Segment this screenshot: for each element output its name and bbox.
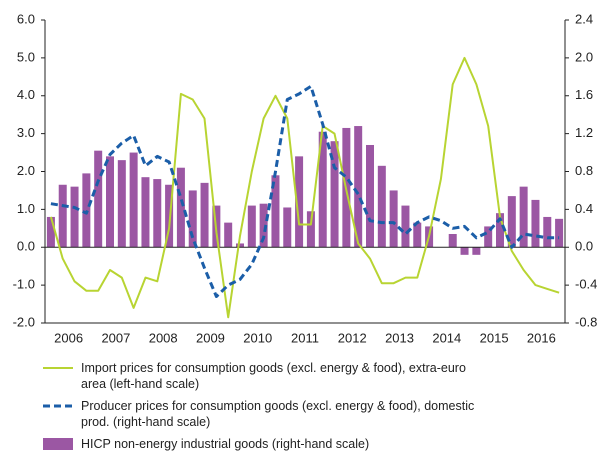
legend-swatch-rect [43, 438, 73, 450]
legend-label: Producer prices for consumption goods (e… [81, 399, 475, 429]
x-tick-label: 2012 [338, 330, 367, 345]
y-tick-label: 3.0 [17, 125, 35, 140]
bar [176, 167, 185, 248]
y-tick-label: 6.0 [17, 11, 35, 26]
y2-tick-label: 0.0 [575, 239, 593, 254]
legend-label: Import prices for consumption goods (exc… [81, 361, 466, 391]
bar [188, 190, 197, 248]
bar [377, 165, 386, 248]
bar [354, 126, 363, 248]
bar [58, 184, 67, 248]
y2-tick-label: 1.2 [575, 125, 593, 140]
legend-item: HICP non-energy industrial goods (right-… [0, 436, 611, 452]
legend-item: Producer prices for consumption goods (e… [0, 398, 611, 430]
y-tick-label: 5.0 [17, 49, 35, 64]
y2-tick-label: 0.4 [575, 201, 593, 216]
bar [519, 186, 528, 248]
bar [531, 199, 540, 248]
y2-tick-label: -0.4 [575, 277, 597, 292]
bar [460, 247, 469, 255]
bar [283, 207, 292, 248]
x-tick-label: 2006 [54, 330, 83, 345]
y2-tick-label: 2.0 [575, 49, 593, 64]
bar [555, 218, 564, 248]
bar [129, 152, 138, 248]
x-tick-label: 2014 [432, 330, 461, 345]
legend-label: HICP non-energy industrial goods (right-… [81, 437, 370, 451]
bar [117, 160, 126, 248]
line [49, 56, 560, 319]
x-tick-label: 2008 [149, 330, 178, 345]
bar [448, 233, 457, 248]
bar [259, 203, 268, 248]
bar [472, 247, 481, 255]
x-tick-label: 2009 [196, 330, 225, 345]
bar [94, 150, 103, 248]
y2-tick-label: -0.8 [575, 314, 597, 329]
bar [236, 243, 244, 248]
x-tick-label: 2016 [527, 330, 556, 345]
legend: Import prices for consumption goods (exc… [0, 360, 611, 458]
bar [153, 179, 162, 248]
bar [141, 177, 150, 248]
bar [389, 190, 398, 248]
bar [224, 222, 233, 248]
bar [413, 222, 422, 248]
bar [271, 175, 280, 248]
bar [165, 184, 174, 248]
y2-tick-label: 2.4 [575, 11, 593, 26]
bar [295, 156, 304, 248]
bar [247, 205, 256, 248]
bar [543, 216, 552, 248]
x-tick-label: 2010 [243, 330, 272, 345]
bar [200, 182, 209, 248]
y-tick-label: -1.0 [13, 277, 35, 292]
bar [401, 205, 410, 248]
y-tick-label: 2.0 [17, 163, 35, 178]
y2-tick-label: 0.8 [575, 163, 593, 178]
legend-swatch [43, 404, 73, 408]
x-tick-label: 2015 [480, 330, 509, 345]
chart: -2.0 -1.0 0.0 1.0 2.0 3.0 4.0 5.0 6.0 -0.8 -0.4 0.0… [13, 11, 598, 345]
y-tick-label: -2.0 [13, 314, 35, 329]
bar [496, 213, 504, 248]
x-tick-label: 2007 [101, 330, 130, 345]
y-tick-label: 0.0 [17, 239, 35, 254]
y-tick-label: 4.0 [17, 87, 35, 102]
y2-tick-label: 1.6 [575, 87, 593, 102]
bar [366, 144, 374, 248]
bar [46, 216, 55, 248]
legend-swatch [43, 438, 73, 450]
x-tick-label: 2013 [385, 330, 414, 345]
bar [507, 196, 516, 248]
bar [306, 211, 315, 248]
bar [484, 226, 493, 248]
legend-item: Import prices for consumption goods (exc… [0, 360, 611, 392]
bar [70, 186, 79, 248]
legend-swatch [43, 367, 73, 369]
bar [106, 156, 114, 248]
y-tick-label: 1.0 [17, 201, 35, 216]
bar [318, 131, 327, 248]
bar [330, 141, 339, 248]
line [50, 84, 560, 298]
x-tick-label: 2011 [291, 330, 319, 345]
